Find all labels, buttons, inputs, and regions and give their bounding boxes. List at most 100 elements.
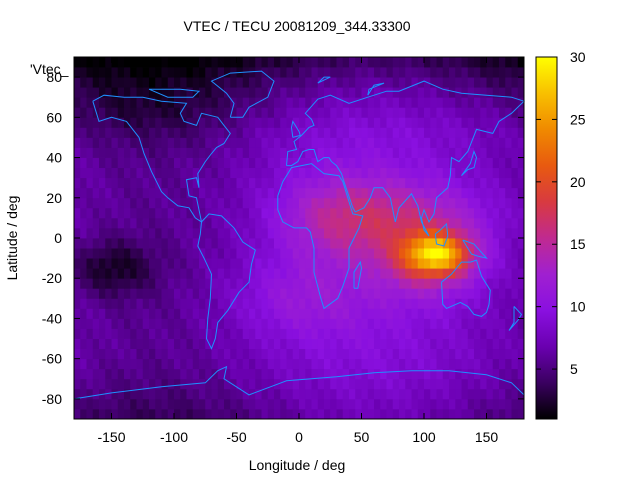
heatmap-cell — [399, 248, 406, 259]
heatmap-cell — [486, 328, 494, 339]
heatmap-cell — [361, 87, 369, 98]
heatmap-cell — [192, 278, 200, 289]
heatmap-cell — [92, 167, 100, 179]
heatmap-cell — [142, 187, 150, 199]
heatmap-cell — [349, 388, 356, 400]
heatmap-cell — [199, 268, 206, 279]
heatmap-cell — [292, 318, 300, 329]
heatmap-cell — [174, 227, 181, 239]
heatmap-cell — [317, 248, 325, 259]
heatmap-cell — [461, 388, 469, 400]
heatmap-cell — [105, 268, 112, 279]
heatmap-cell — [480, 278, 487, 289]
heatmap-cell — [374, 97, 381, 108]
chart-title: VTEC / TECU 20081209_344.33300 — [183, 18, 410, 34]
heatmap-cell — [505, 328, 512, 339]
heatmap-cell — [486, 167, 494, 179]
heatmap-cell — [149, 177, 156, 189]
heatmap-cell — [217, 318, 225, 329]
heatmap-cell — [461, 318, 469, 329]
heatmap-cell — [111, 408, 119, 420]
heatmap-cell — [142, 217, 150, 229]
heatmap-cell — [280, 57, 287, 68]
heatmap-cell — [117, 187, 125, 199]
heatmap-cell — [374, 187, 381, 199]
heatmap-cell — [80, 67, 87, 78]
heatmap-cell — [236, 137, 244, 148]
heatmap-cell — [199, 217, 206, 229]
heatmap-cell — [411, 207, 419, 219]
heatmap-cell — [142, 167, 150, 179]
heatmap-cell — [342, 348, 350, 360]
heatmap-cell — [461, 308, 469, 319]
heatmap-cell — [449, 207, 456, 219]
heatmap-cell — [74, 238, 81, 249]
heatmap-cell — [311, 107, 319, 118]
heatmap-cell — [305, 177, 312, 189]
heatmap-cell — [417, 207, 425, 219]
heatmap-cell — [249, 278, 256, 289]
heatmap-cell — [255, 207, 262, 219]
heatmap-cell — [286, 318, 294, 329]
heatmap-cell — [492, 298, 500, 309]
heatmap-cell — [417, 398, 425, 410]
heatmap-cell — [474, 288, 481, 299]
heatmap-cell — [186, 67, 194, 78]
heatmap-cell — [86, 197, 94, 209]
heatmap-cell — [386, 167, 394, 179]
heatmap-cell — [86, 97, 94, 108]
heatmap-cell — [355, 197, 362, 209]
heatmap-cell — [80, 187, 87, 199]
heatmap-cell — [286, 147, 294, 158]
heatmap-cell — [174, 348, 181, 360]
heatmap-cell — [342, 378, 350, 390]
heatmap-cell — [386, 358, 394, 370]
heatmap-cell — [486, 137, 494, 148]
heatmap-cell — [249, 77, 256, 88]
heatmap-cell — [474, 207, 481, 219]
heatmap-cell — [305, 298, 312, 309]
heatmap-cell — [405, 398, 412, 410]
heatmap-cell — [317, 117, 325, 128]
heatmap-cell — [399, 338, 406, 350]
heatmap-cell — [424, 67, 431, 78]
heatmap-cell — [161, 207, 169, 219]
heatmap-cell — [211, 207, 219, 219]
heatmap-cell — [230, 328, 237, 339]
y-tick-label: 0 — [54, 230, 62, 246]
heatmap-cell — [511, 57, 519, 68]
heatmap-cell — [136, 177, 144, 189]
heatmap-cell — [317, 137, 325, 148]
heatmap-cell — [324, 368, 331, 380]
heatmap-cell — [299, 408, 306, 420]
heatmap-cell — [274, 107, 281, 118]
heatmap-cell — [86, 187, 94, 199]
heatmap-cell — [142, 338, 150, 350]
heatmap-cell — [499, 77, 506, 88]
heatmap-cell — [217, 187, 225, 199]
heatmap-cell — [217, 248, 225, 259]
heatmap-cell — [274, 268, 281, 279]
heatmap-cell — [380, 157, 387, 169]
heatmap-cell — [111, 217, 119, 229]
heatmap-cell — [236, 398, 244, 410]
heatmap-cell — [336, 378, 344, 390]
heatmap-cell — [392, 378, 400, 390]
heatmap-cell — [330, 187, 337, 199]
heatmap-cell — [292, 248, 300, 259]
heatmap-cell — [130, 358, 137, 370]
heatmap-cell — [111, 248, 119, 259]
heatmap-cell — [355, 167, 362, 179]
heatmap-cell — [174, 288, 181, 299]
heatmap-cell — [199, 348, 206, 360]
heatmap-cell — [449, 378, 456, 390]
heatmap-cell — [411, 268, 419, 279]
heatmap-cell — [361, 408, 369, 420]
heatmap-cell — [230, 238, 237, 249]
heatmap-cell — [149, 308, 156, 319]
heatmap-cell — [249, 137, 256, 148]
heatmap-cell — [361, 177, 369, 189]
heatmap-cell — [86, 278, 94, 289]
heatmap-cell — [480, 328, 487, 339]
